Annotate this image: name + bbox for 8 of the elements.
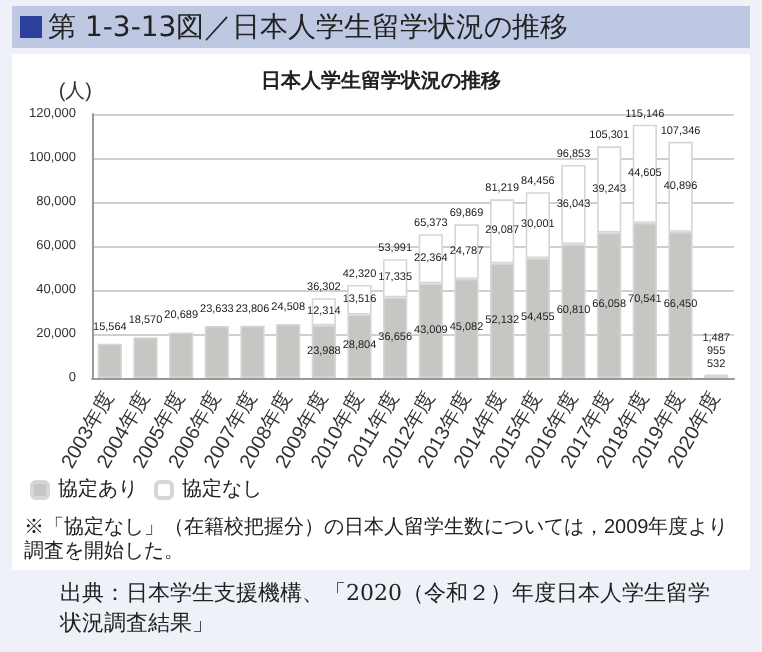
bar xyxy=(97,343,122,378)
text: ※「協定なし」（在籍校把握分）の日本人留学生数については，2009年度より調査を開始した。 xyxy=(24,515,729,563)
y-axis-title: (人) xyxy=(58,81,92,103)
legend-label: 協定なし xyxy=(182,477,262,501)
legend-label: 協定あり xyxy=(58,477,138,501)
chart-title: 第 1-3-13図／日本人学生留学状況の推移 xyxy=(48,9,569,45)
chart-subtitle: 日本人学生留学状況の推移 xyxy=(261,69,501,93)
source-note: 出典：日本学生支援機構、「2020（令和２）年度日本人学生留学状況調査結果」 xyxy=(60,578,712,638)
